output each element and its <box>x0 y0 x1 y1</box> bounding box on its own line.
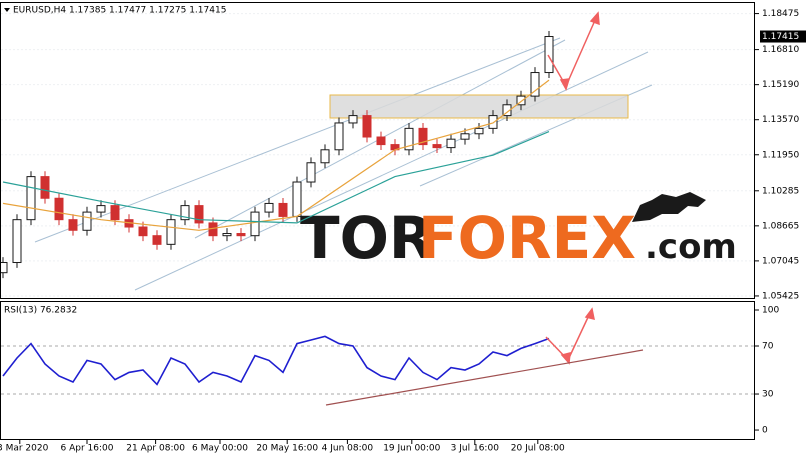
candle-body <box>152 235 162 245</box>
grid-layer <box>1 13 754 395</box>
x-tick-label: 19 Jun 00:00 <box>383 444 440 454</box>
y-tick-label: 30 <box>762 390 774 400</box>
candle-body <box>40 176 50 199</box>
candle-body <box>460 133 470 140</box>
candle-body <box>306 162 316 183</box>
menu-icon <box>4 8 10 12</box>
arrows <box>545 11 600 365</box>
y-tick-label: 1.07045 <box>762 256 799 266</box>
candle-body <box>222 233 232 237</box>
y-tick-label: 70 <box>762 342 774 352</box>
y-tick-label: 0 <box>762 426 768 436</box>
axis-layer: 1.18475 1.16810 1.15190 1.13570 1.11950 1.102… <box>0 9 806 454</box>
x-tick-label: 3 Jul 16:00 <box>451 444 500 454</box>
zone <box>329 94 629 119</box>
rsi-title: RSI(13) 76.2832 <box>4 306 77 316</box>
candle-body <box>278 202 288 217</box>
candle-body <box>376 136 386 146</box>
candle-body <box>236 233 246 237</box>
y-tick-label: 1.05425 <box>762 291 799 301</box>
candle-body <box>362 115 372 138</box>
x-tick-label: 20 Jul 08:00 <box>511 444 565 454</box>
x-tick-label: 23 Mar 2020 <box>0 444 49 454</box>
line-series <box>2 131 550 224</box>
candle-body <box>530 72 540 97</box>
bull-icon <box>632 192 706 222</box>
watermark-text: .com <box>645 227 737 267</box>
y-tick-label: 1.13570 <box>762 115 799 125</box>
candle-body <box>292 181 302 217</box>
candle-body <box>320 149 330 164</box>
arrow-head <box>560 352 571 365</box>
candle-body <box>194 205 204 224</box>
candle-body <box>250 211 260 237</box>
rsi-trendline <box>325 349 644 406</box>
candle-body <box>418 127 428 146</box>
candle-body <box>110 205 120 221</box>
price-panel <box>0 2 755 299</box>
candle-body <box>432 144 442 149</box>
arrow-head <box>584 307 595 321</box>
watermark-text: TOR <box>300 204 434 272</box>
watermark-text: FOREX <box>418 204 636 272</box>
candle-body <box>488 115 498 129</box>
y-tick-label: 1.10285 <box>762 186 799 196</box>
candle-body <box>180 205 190 221</box>
candle-body <box>12 219 22 264</box>
chart-title: EURUSD,H4 1.17385 1.17477 1.17275 1.1741… <box>13 6 226 16</box>
candle-body <box>544 36 554 74</box>
data-layer <box>0 30 554 386</box>
candle-body <box>516 95 526 106</box>
y-tick-label: 1.15190 <box>762 80 799 90</box>
candle-body <box>404 127 414 151</box>
candle-body <box>264 202 274 213</box>
candle-body <box>474 127 484 135</box>
x-tick-label: 4 Jun 08:00 <box>322 444 374 454</box>
y-tick-label: 1.16810 <box>762 45 799 55</box>
arrow-head <box>589 11 600 26</box>
x-tick-label: 21 Apr 08:00 <box>126 444 185 454</box>
price-label-bg <box>760 30 806 43</box>
channel-line <box>134 51 649 291</box>
candle-body <box>26 176 36 221</box>
candle-body <box>166 219 176 245</box>
x-tick-label: 6 May 00:00 <box>192 444 248 454</box>
y-tick-label: 100 <box>762 306 779 316</box>
candle-body <box>96 205 106 213</box>
y-tick-label: 1.08665 <box>762 221 799 231</box>
rsi-panel <box>0 301 755 440</box>
candle-body <box>68 219 78 231</box>
arrow-head <box>559 78 571 91</box>
arrow <box>567 312 591 361</box>
candle-body <box>446 138 456 149</box>
y-tick-label: 1.18475 <box>762 9 799 19</box>
line-series <box>2 335 550 386</box>
candle-body <box>138 226 148 237</box>
candle-body <box>348 115 358 124</box>
line-series <box>2 79 550 231</box>
candle-body <box>82 211 92 231</box>
arrow <box>565 17 597 87</box>
price-label: 1.17415 <box>762 32 799 42</box>
candle-body <box>54 197 64 221</box>
x-tick-label: 20 May 16:00 <box>256 444 318 454</box>
x-tick-label: 6 Apr 16:00 <box>61 444 114 454</box>
candle-body <box>502 104 512 117</box>
candle-body <box>334 122 344 151</box>
channel-line <box>34 37 561 243</box>
candle-body <box>0 262 8 274</box>
y-tick-label: 1.11950 <box>762 150 799 160</box>
